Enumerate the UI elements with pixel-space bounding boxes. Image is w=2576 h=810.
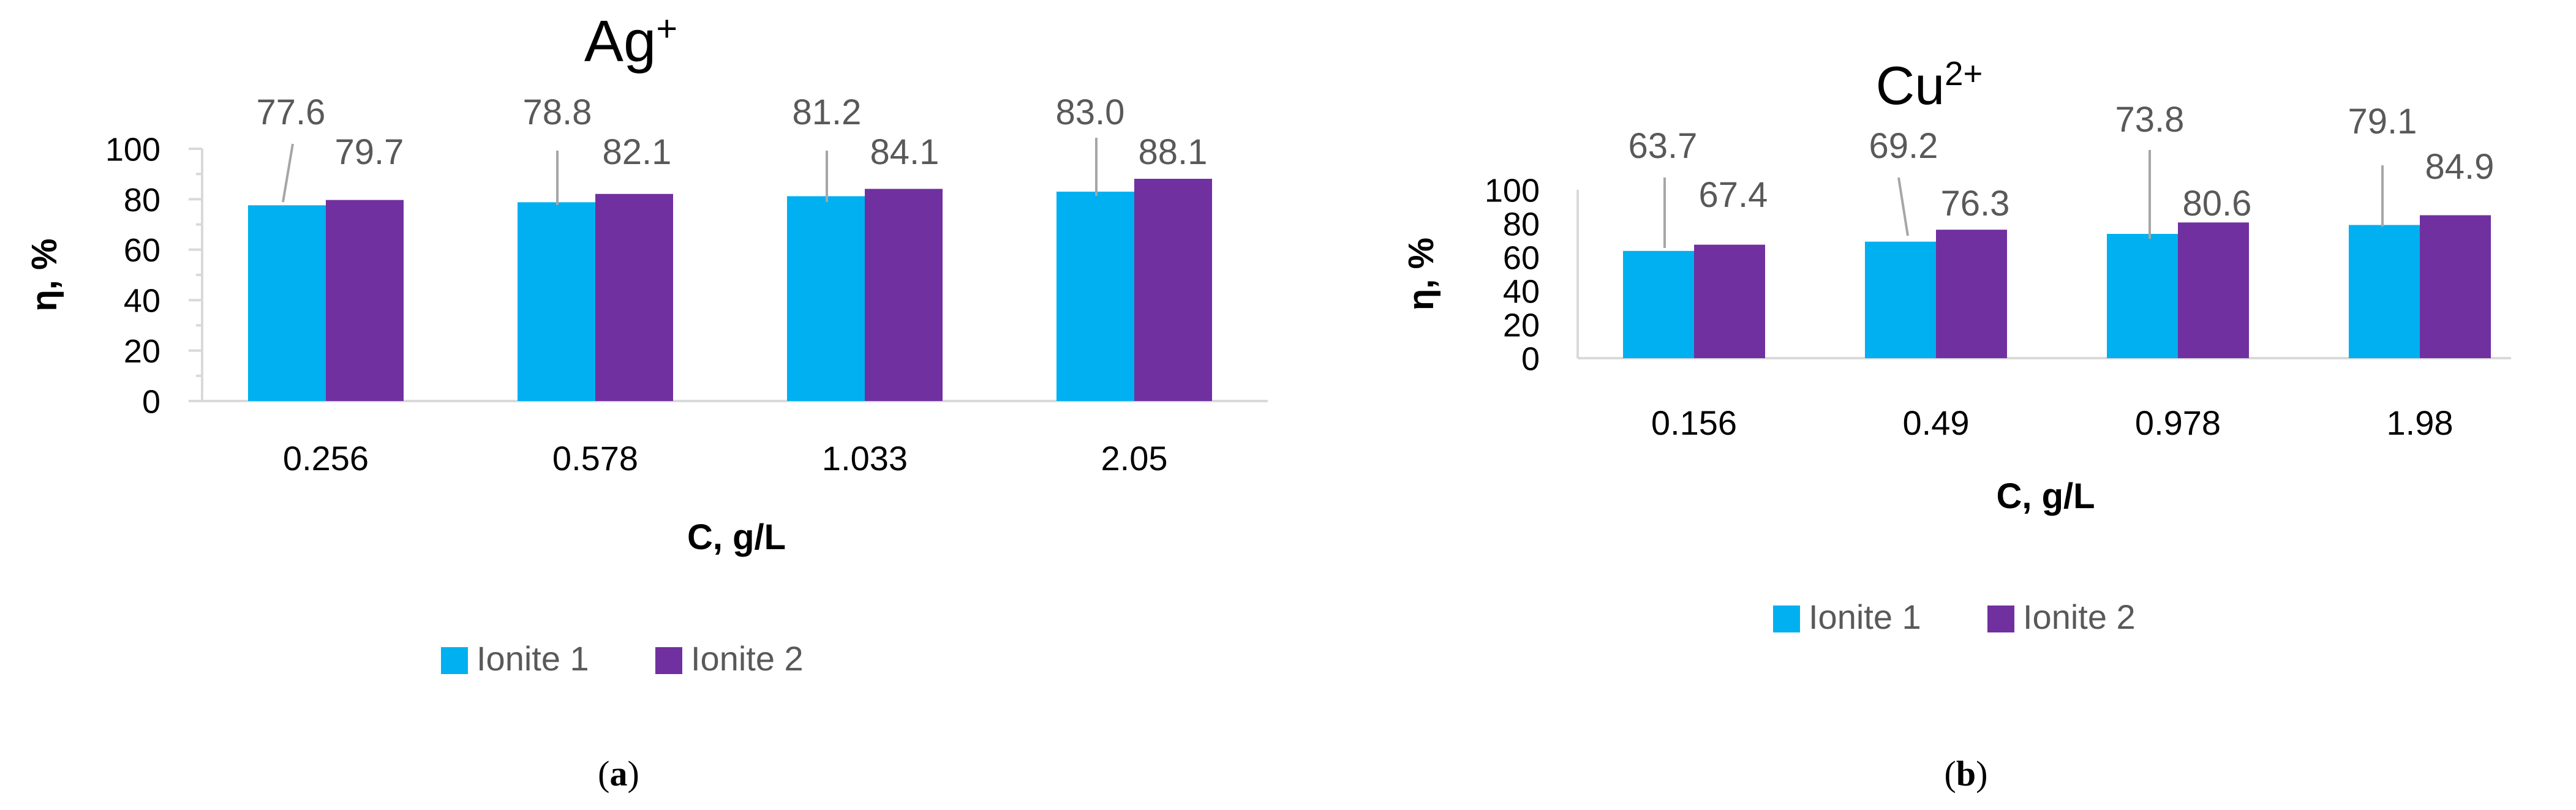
data-label: 79.7 [335,132,404,172]
data-label: 77.6 [257,92,326,132]
chart-title-main: Ag [584,9,656,74]
panel-caption: (a) [598,754,639,793]
legend: Ionite 1 Ionite 2 [441,639,804,678]
data-label: 84.9 [2425,147,2495,187]
bar-1-1 [1623,250,1694,358]
bar-1-4 [1056,192,1134,401]
x-tick-label: 1.98 [2387,403,2454,442]
x-tick-label: 0.156 [1651,403,1737,442]
legend-swatch-ionite-1 [1773,606,1800,632]
data-label: 83.0 [1056,92,1125,132]
y-tick-label: 40 [124,283,160,320]
y-tick-label: 20 [124,333,160,370]
data-label: 84.1 [870,132,940,172]
bar-2-4 [2420,215,2491,358]
bar-2-1 [326,200,404,401]
data-label-leader [1897,177,1909,236]
bar-1-3 [787,196,865,401]
chart-title: Ag+ [584,7,677,74]
legend-swatch-ionite-1 [441,647,468,674]
chart-title-main: Cu [1876,55,1945,116]
bar-2-3 [2178,222,2249,358]
bar-1-1 [248,205,326,401]
legend-label-ionite-2: Ionite 2 [691,639,804,678]
y-axis-title: η, % [1401,238,1441,310]
legend-swatch-ionite-2 [1987,606,2014,632]
x-tick-label: 0.978 [2135,403,2221,442]
legend: Ionite 1 Ionite 2 [1773,598,2136,636]
bar-2-3 [865,189,943,401]
y-tick-label: 80 [124,182,160,219]
x-tick-label: 0.256 [283,439,369,478]
bar-1-2 [518,202,595,401]
y-tick-label: 60 [124,232,160,269]
legend-label-ionite-1: Ionite 1 [476,639,589,678]
y-tick-label: 60 [1503,239,1540,276]
data-label: 63.7 [1629,126,1698,166]
y-axis-title: η, % [24,238,64,311]
bar-2-2 [1936,230,2007,358]
data-label: 80.6 [2183,184,2252,223]
legend-label-ionite-1: Ionite 1 [1809,598,1921,636]
bar-1-4 [2349,225,2420,358]
chart-title-superscript: 2+ [1945,55,1983,92]
chart-title: Cu2+ [1876,55,1983,116]
x-tick-label: 2.05 [1101,439,1168,478]
data-label: 81.2 [793,92,862,132]
data-label: 69.2 [1869,126,1938,166]
x-axis-title: C, g/L [1996,476,2095,516]
bar-2-2 [595,193,673,401]
y-tick-label: 40 [1503,273,1540,310]
y-tick-label: 0 [1521,340,1540,377]
bar-2-4 [1134,179,1212,401]
panel-caption: (b) [1945,754,1988,793]
data-label: 78.8 [523,92,592,132]
x-axis-title: C, g/L [687,517,786,557]
y-tick-label: 0 [142,383,160,420]
legend-label-ionite-2: Ionite 2 [2023,598,2136,636]
bar-2-1 [1694,244,1765,358]
data-label: 82.1 [603,132,672,172]
bar-1-3 [2107,234,2178,358]
y-tick-label: 100 [105,131,160,168]
bar-1-2 [1865,241,1936,358]
x-tick-label: 1.033 [822,439,908,478]
data-label: 88.1 [1139,132,1208,172]
chart-title-superscript: + [656,7,677,48]
x-tick-label: 0.49 [1903,403,1970,442]
data-label: 76.3 [1941,184,2010,223]
data-label-leader [282,143,294,203]
legend-swatch-ionite-2 [655,647,682,674]
data-label: 67.4 [1699,175,1768,215]
data-label: 73.8 [2115,100,2185,140]
y-tick-label: 80 [1503,206,1540,242]
y-tick-label: 20 [1503,307,1540,343]
data-label: 79.1 [2348,102,2417,141]
y-tick-label: 100 [1485,172,1540,209]
x-tick-label: 0.578 [552,439,638,478]
